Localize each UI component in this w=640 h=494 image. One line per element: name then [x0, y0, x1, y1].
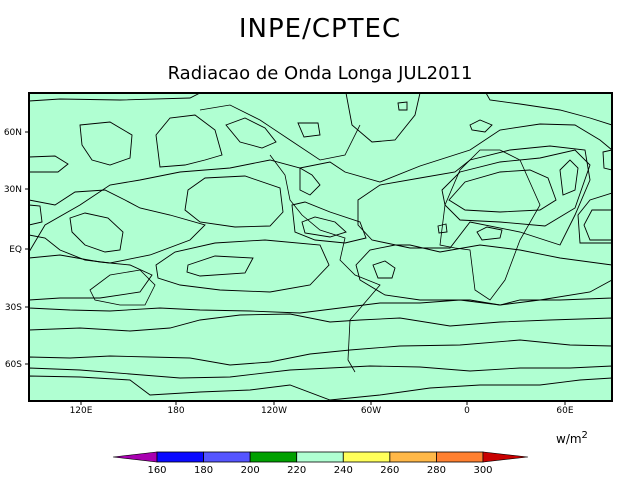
contour-below-160	[29, 375, 612, 401]
units-exponent: 2	[581, 430, 588, 441]
map-fill	[29, 93, 612, 401]
contour-260-280-south-pacific	[155, 239, 330, 293]
colorbar-segment	[203, 451, 251, 463]
colorbar: 160 180 200 220 240 260 280 300	[112, 451, 529, 476]
lon-label: 60W	[361, 406, 381, 416]
colorbar-arrow-low	[112, 451, 158, 463]
map-frame	[28, 92, 613, 402]
colorbar-arrow-high	[482, 451, 529, 463]
lon-label: 0	[464, 406, 470, 416]
colorbar-level-label: 160	[147, 465, 166, 476]
colorbar-level-label: 300	[473, 465, 492, 476]
contour-240-260	[29, 123, 612, 314]
colorbar-level-label: 200	[241, 465, 260, 476]
units-label: w/m2	[556, 430, 588, 446]
lon-axis: 120E 180 120W 60W 0 60E	[70, 401, 574, 416]
contour-green-north	[29, 93, 201, 102]
colorbar-level-label: 260	[380, 465, 399, 476]
colorbar-segment	[389, 451, 437, 463]
map-subtitle: Radiacao de Onda Longa JUL2011	[167, 63, 473, 84]
lon-label: 120W	[261, 406, 287, 416]
lon-label: 180	[167, 406, 184, 416]
lat-label: 60S	[5, 360, 22, 370]
colorbar-segment	[249, 451, 298, 463]
lat-axis: 60N 30N EQ 30S 60S	[4, 128, 29, 370]
coastline	[269, 154, 381, 373]
lat-label: 60N	[4, 128, 22, 138]
units-text: w/m	[556, 432, 582, 446]
colorbar-level-label: 180	[194, 465, 213, 476]
contour-200-220-south	[29, 313, 612, 401]
contour-warm-pool-green	[29, 189, 206, 264]
colorbar-segment	[342, 451, 391, 463]
lat-label: 30S	[5, 303, 22, 313]
contour-300-plus-sahara	[448, 169, 557, 213]
colorbar-level-label: 240	[334, 465, 353, 476]
colorbar-segment	[296, 451, 344, 463]
colorbar-segment	[156, 451, 204, 463]
lon-label: 60E	[556, 406, 573, 416]
lat-label: 30N	[4, 185, 22, 195]
colorbar-segment	[436, 451, 484, 463]
contour-180-200	[29, 339, 612, 401]
lon-label: 120E	[70, 406, 93, 416]
colorbar-level-label: 220	[287, 465, 306, 476]
contour-160-180	[29, 365, 612, 401]
page-title: INPE/CPTEC	[238, 14, 402, 44]
lat-label: EQ	[9, 245, 22, 255]
contour-260-280-north-pacific	[184, 175, 284, 228]
colorbar-level-label: 280	[427, 465, 446, 476]
